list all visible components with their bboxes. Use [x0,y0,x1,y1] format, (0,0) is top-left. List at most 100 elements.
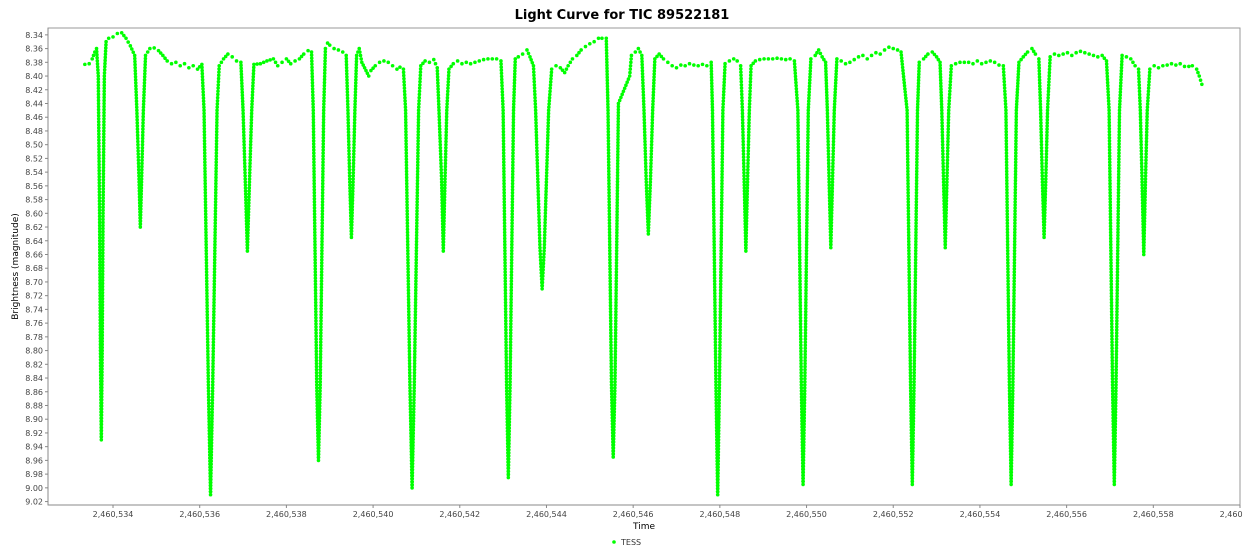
data-point [712,279,717,283]
data-point [314,355,319,360]
data-point [545,149,550,153]
data-point [437,127,442,131]
data-point [805,175,810,180]
data-point [1114,358,1119,363]
data-point [318,355,323,360]
data-point [1108,190,1112,195]
data-point [407,367,412,372]
data-point [202,129,207,134]
data-point [1011,309,1016,314]
y-tick-label: 8.70 [25,278,43,287]
data-point [323,49,328,54]
data-point [135,117,139,122]
data-point [203,190,208,195]
data-point [900,62,905,67]
data-point [247,174,252,178]
data-point [410,483,414,487]
data-point [1115,254,1120,259]
data-point [210,413,214,418]
data-point [804,270,809,274]
data-point [913,251,918,256]
data-point [446,73,451,78]
data-point [346,111,350,116]
data-point [912,370,916,375]
data-point [1043,207,1047,212]
data-point [908,328,912,332]
data-point [417,102,421,106]
data-point [438,145,443,150]
data-point [905,154,910,158]
data-point [915,136,919,140]
data-point [205,343,210,348]
data-point [214,166,218,171]
data-point [1005,251,1010,256]
data-point [744,225,749,229]
data-point [915,105,920,110]
data-point [353,99,357,104]
data-point [779,57,784,61]
data-point [824,84,829,89]
data-point [915,111,920,116]
data-point [404,151,409,155]
data-point [945,161,950,166]
data-point [915,160,919,165]
data-point [1016,63,1021,68]
data-point [906,215,911,219]
data-point [502,230,507,235]
data-point [1142,231,1147,236]
data-point [721,93,726,97]
data-point [938,78,943,83]
data-point [207,428,212,433]
data-point [128,44,133,48]
data-point [1045,133,1049,138]
data-point [211,364,215,369]
data-point [1044,145,1049,150]
data-point [414,258,419,262]
data-point [803,328,808,332]
data-point [502,227,507,232]
data-point [805,169,810,174]
data-point [246,213,251,217]
data-point [321,123,326,128]
data-point [1044,158,1049,163]
data-point [243,164,247,169]
data-point [1119,62,1124,67]
data-point [501,142,506,146]
data-point [214,142,219,146]
data-point [141,121,145,125]
data-point [914,178,919,183]
data-point [806,145,810,149]
data-point [1046,95,1050,100]
y-tick-label: 8.56 [25,182,43,191]
data-point [139,183,144,187]
data-point [213,212,218,216]
data-point [1006,270,1010,274]
data-point [210,398,215,402]
data-point [1115,248,1120,253]
data-point [1112,473,1117,478]
data-point [825,111,830,116]
data-point [802,410,807,414]
data-point [510,193,515,198]
data-point [312,206,317,210]
data-point [616,152,620,157]
data-point [804,251,809,256]
data-point [97,190,102,194]
data-point [542,230,547,234]
data-point [507,444,511,449]
data-point [312,166,316,171]
data-point [909,398,913,402]
data-point [136,142,140,147]
data-point [731,57,736,61]
data-point [435,78,440,82]
data-point [412,355,417,360]
data-point [1114,383,1118,387]
data-point [1038,108,1043,113]
data-point [1044,177,1048,181]
data-point [504,376,509,381]
data-point [829,239,833,244]
data-point [415,209,419,213]
data-point [136,158,141,163]
data-point [414,264,418,268]
data-point [97,150,101,155]
